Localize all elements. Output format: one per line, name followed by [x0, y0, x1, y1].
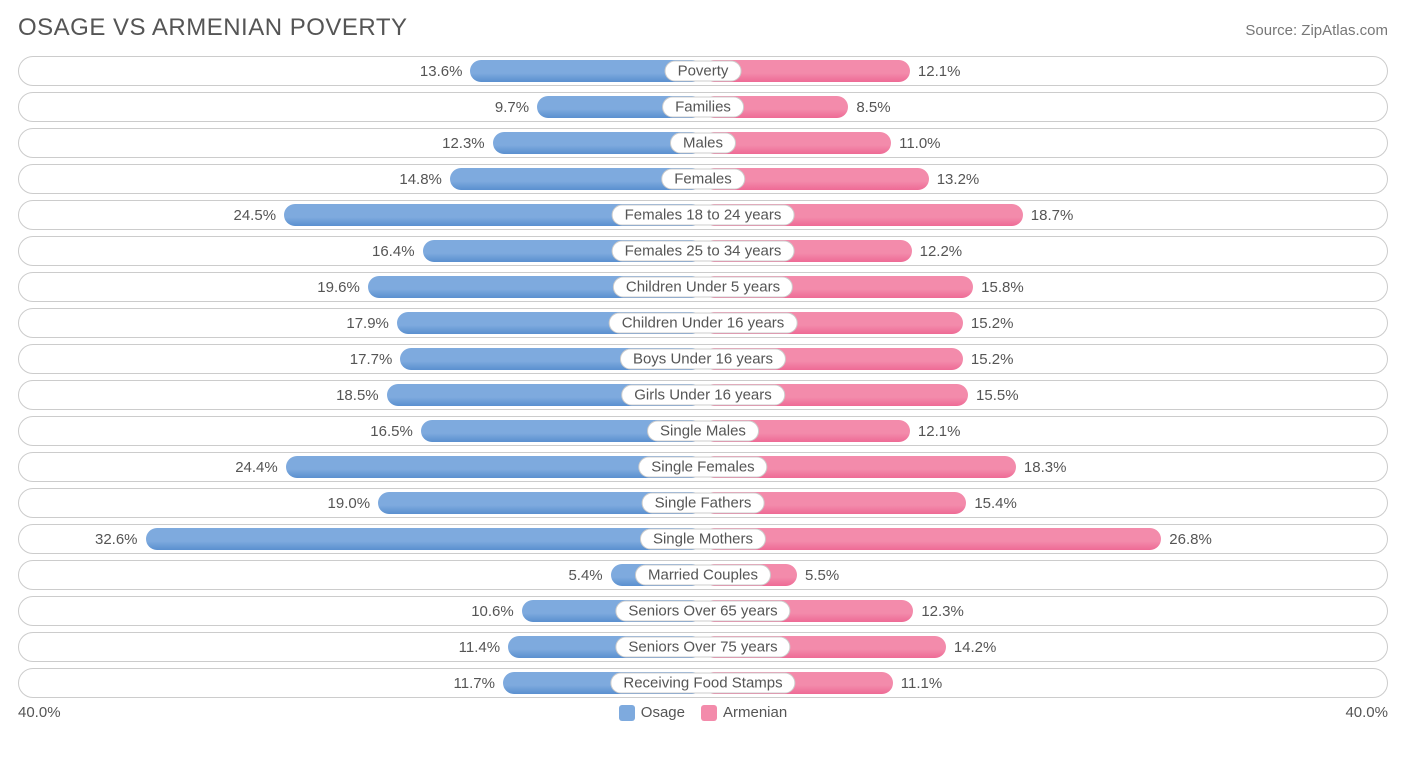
value-right: 14.2%	[946, 633, 997, 661]
value-right: 26.8%	[1161, 525, 1212, 553]
axis-max-right: 40.0%	[1345, 704, 1388, 721]
value-right: 12.2%	[912, 237, 963, 265]
chart-row: 24.4% 18.3% Single Females	[18, 452, 1388, 482]
value-right: 11.1%	[893, 669, 942, 697]
chart-row: 11.4% 14.2% Seniors Over 75 years	[18, 632, 1388, 662]
chart-row: 32.6% 26.8% Single Mothers	[18, 524, 1388, 554]
value-left: 19.0%	[328, 489, 379, 517]
category-label: Girls Under 16 years	[621, 385, 785, 406]
butterfly-chart: 13.6% 12.1% Poverty 9.7% 8.5% Families 12.3% 11…	[18, 56, 1388, 698]
value-left: 17.9%	[346, 309, 397, 337]
chart-row: 16.5% 12.1% Single Males	[18, 416, 1388, 446]
value-right: 15.2%	[963, 309, 1014, 337]
value-right: 11.0%	[891, 129, 940, 157]
chart-row: 12.3% 11.0% Males	[18, 128, 1388, 158]
category-label: Females 18 to 24 years	[612, 205, 795, 226]
chart-row: 10.6% 12.3% Seniors Over 65 years	[18, 596, 1388, 626]
value-left: 10.6%	[471, 597, 522, 625]
bar-left	[146, 528, 703, 550]
category-label: Single Females	[638, 457, 767, 478]
category-label: Children Under 5 years	[613, 277, 793, 298]
value-left: 5.4%	[568, 561, 610, 589]
chart-row: 5.4% 5.5% Married Couples	[18, 560, 1388, 590]
chart-row: 11.7% 11.1% Receiving Food Stamps	[18, 668, 1388, 698]
value-right: 8.5%	[848, 93, 890, 121]
category-label: Receiving Food Stamps	[610, 673, 795, 694]
category-label: Single Fathers	[642, 493, 765, 514]
value-right: 18.7%	[1023, 201, 1074, 229]
legend-swatch-left	[619, 705, 635, 721]
chart-row: 17.7% 15.2% Boys Under 16 years	[18, 344, 1388, 374]
value-left: 24.4%	[235, 453, 286, 481]
value-left: 24.5%	[234, 201, 285, 229]
value-right: 12.1%	[910, 417, 961, 445]
legend-swatch-right	[701, 705, 717, 721]
chart-row: 19.0% 15.4% Single Fathers	[18, 488, 1388, 518]
chart-row: 18.5% 15.5% Girls Under 16 years	[18, 380, 1388, 410]
category-label: Single Mothers	[640, 529, 766, 550]
value-right: 15.4%	[966, 489, 1017, 517]
category-label: Seniors Over 65 years	[615, 601, 790, 622]
value-right: 5.5%	[797, 561, 839, 589]
value-right: 13.2%	[929, 165, 980, 193]
value-left: 16.5%	[370, 417, 421, 445]
legend-label-left: Osage	[641, 704, 685, 721]
chart-row: 13.6% 12.1% Poverty	[18, 56, 1388, 86]
category-label: Families	[662, 97, 744, 118]
category-label: Poverty	[665, 61, 742, 82]
value-right: 18.3%	[1016, 453, 1067, 481]
category-label: Females	[661, 169, 745, 190]
chart-footer: 40.0% Osage Armenian 40.0%	[18, 704, 1388, 721]
chart-row: 17.9% 15.2% Children Under 16 years	[18, 308, 1388, 338]
legend-item-right: Armenian	[701, 704, 787, 721]
chart-row: 16.4% 12.2% Females 25 to 34 years	[18, 236, 1388, 266]
category-label: Children Under 16 years	[609, 313, 798, 334]
value-right: 15.2%	[963, 345, 1014, 373]
category-label: Females 25 to 34 years	[612, 241, 795, 262]
category-label: Males	[670, 133, 736, 154]
category-label: Boys Under 16 years	[620, 349, 786, 370]
axis-max-left: 40.0%	[18, 704, 61, 721]
value-right: 15.5%	[968, 381, 1019, 409]
value-left: 13.6%	[420, 57, 471, 85]
category-label: Single Males	[647, 421, 759, 442]
chart-source: Source: ZipAtlas.com	[1245, 22, 1388, 39]
source-name: ZipAtlas.com	[1301, 22, 1388, 39]
value-left: 11.7%	[454, 669, 503, 697]
value-right: 12.3%	[913, 597, 964, 625]
bar-right	[703, 528, 1161, 550]
value-left: 17.7%	[350, 345, 401, 373]
legend-item-left: Osage	[619, 704, 685, 721]
category-label: Seniors Over 75 years	[615, 637, 790, 658]
source-label: Source:	[1245, 22, 1301, 39]
value-right: 12.1%	[910, 57, 961, 85]
chart-row: 24.5% 18.7% Females 18 to 24 years	[18, 200, 1388, 230]
chart-header: OSAGE VS ARMENIAN POVERTY Source: ZipAtl…	[18, 14, 1388, 42]
chart-row: 19.6% 15.8% Children Under 5 years	[18, 272, 1388, 302]
value-left: 32.6%	[95, 525, 146, 553]
value-left: 16.4%	[372, 237, 423, 265]
value-left: 18.5%	[336, 381, 387, 409]
value-left: 11.4%	[459, 633, 508, 661]
legend: Osage Armenian	[619, 704, 787, 721]
value-right: 15.8%	[973, 273, 1024, 301]
category-label: Married Couples	[635, 565, 771, 586]
chart-title: OSAGE VS ARMENIAN POVERTY	[18, 14, 408, 42]
legend-label-right: Armenian	[723, 704, 787, 721]
value-left: 9.7%	[495, 93, 537, 121]
value-left: 12.3%	[442, 129, 493, 157]
value-left: 14.8%	[399, 165, 450, 193]
chart-row: 14.8% 13.2% Females	[18, 164, 1388, 194]
value-left: 19.6%	[317, 273, 368, 301]
chart-row: 9.7% 8.5% Families	[18, 92, 1388, 122]
